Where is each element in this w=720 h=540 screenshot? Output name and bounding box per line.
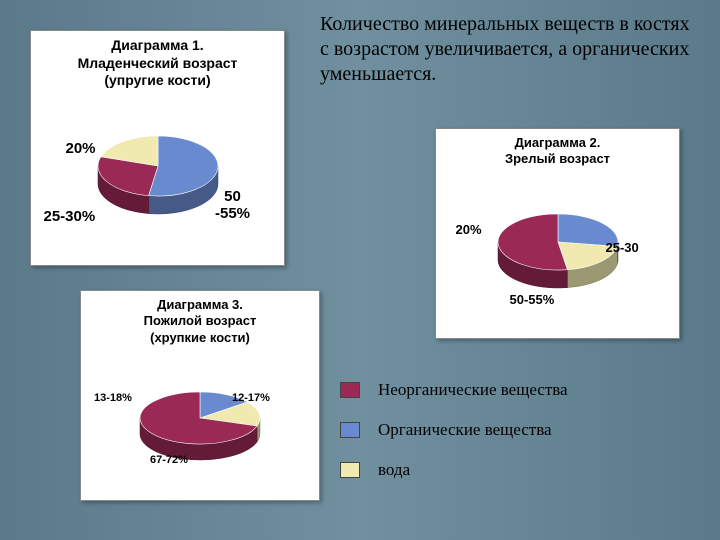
legend-swatch (340, 462, 360, 478)
pie-label: 13-18% (94, 392, 132, 404)
chart-title: Диаграмма 1. Младенческий возраст (упруг… (35, 37, 280, 90)
legend-item: Неорганические вещества (340, 380, 568, 400)
legend-label: Неорганические вещества (378, 380, 568, 400)
pie-label: 50 -55% (208, 188, 258, 222)
legend-swatch (340, 422, 360, 438)
pie-label: 25-30% (44, 208, 96, 225)
pie-chart: 25-30 20% 50-55% (458, 174, 658, 308)
chart-d1: Диаграмма 1. Младенческий возраст (упруг… (30, 30, 285, 266)
summary-text: Количество минеральных веществ в костях … (320, 12, 700, 87)
pie-label: 25-30 (606, 240, 639, 255)
legend-item: вода (340, 460, 568, 480)
pie-chart: 12-17%13-18%67-72% (100, 352, 300, 480)
chart-d2: Диаграмма 2. Зрелый возраст 25-30 20% 50-55… (435, 128, 680, 339)
legend: Неорганические вещества Органические веще… (340, 380, 568, 500)
pie-label: 67-72% (150, 454, 188, 466)
legend-label: вода (378, 460, 410, 480)
pie-label: 12-17% (232, 392, 270, 404)
pie-label: 20% (456, 222, 482, 237)
chart-title: Диаграмма 3. Пожилой возраст (хрупкие ко… (85, 297, 315, 346)
pie-label: 50-55% (510, 292, 555, 307)
pie-chart: 50 -55%25-30%20% (58, 96, 258, 234)
legend-label: Органические вещества (378, 420, 552, 440)
chart-title: Диаграмма 2. Зрелый возраст (440, 135, 675, 168)
chart-d3: Диаграмма 3. Пожилой возраст (хрупкие ко… (80, 290, 320, 501)
legend-swatch (340, 382, 360, 398)
legend-item: Органические вещества (340, 420, 568, 440)
pie-label: 20% (66, 140, 96, 157)
